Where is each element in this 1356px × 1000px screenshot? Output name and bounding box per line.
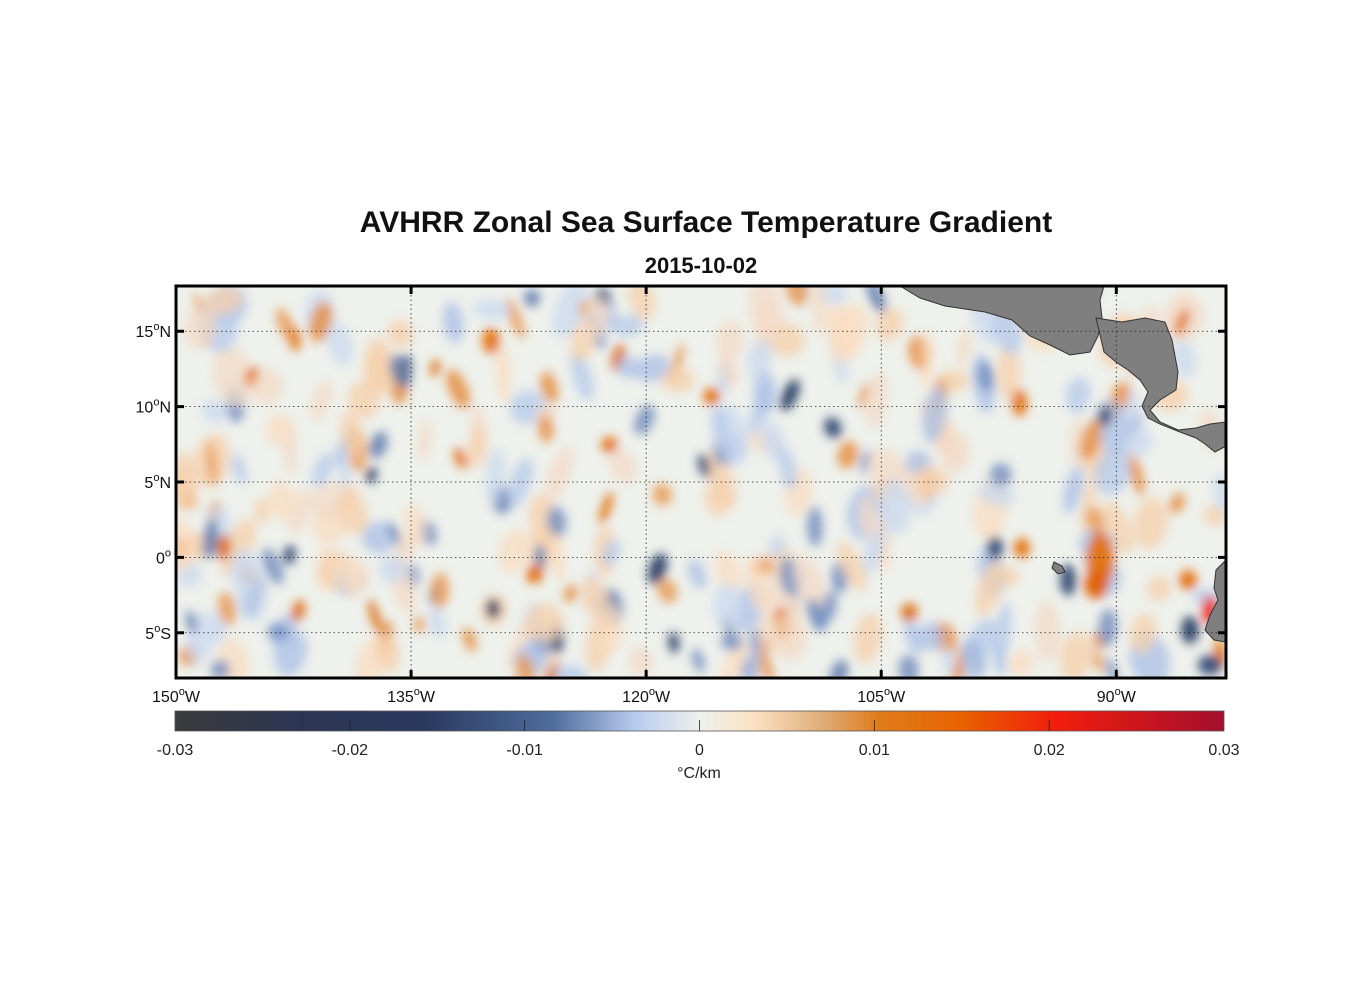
lat-tick-label: 10oN [136,397,171,417]
colorbar-unit-label: °C/km [677,765,721,782]
map-title: AVHRR Zonal Sea Surface Temperature Grad… [359,206,1053,239]
central-america-land [899,286,1105,356]
colorbar-tick-label: 0.03 [1208,742,1239,759]
lon-tick-label: 105oW [857,686,906,706]
lon-tick-label: 120oW [622,686,671,706]
colorbar-tick-label: 0.02 [1034,742,1065,759]
map-ticks: 150oW 135oW 120oW 105oW 90oW 15oN 10oN 5oN 0o 5oS [136,285,1227,706]
lon-tick-label: 135oW [387,686,436,706]
colorbar-tick-label: -0.02 [332,742,369,759]
galapagos-island [1051,561,1066,575]
lat-tick-label: 5oS [145,623,171,643]
lat-tick-label: 0o [156,547,171,567]
map-subtitle: 2015-10-02 [644,253,758,278]
colorbar-tick-label: 0.01 [859,742,890,759]
lon-tick-label: 90oW [1097,686,1137,706]
colorbar-ticks: -0.03 -0.02 -0.01 0 0.01 0.02 0.03 [157,720,1240,759]
lat-tick-label: 5oN [144,472,171,492]
central-america-isthmus [1095,317,1226,453]
lon-tick-label: 150oW [152,686,201,706]
colorbar-tick-label: -0.01 [506,742,543,759]
lat-tick-label: 15oN [136,321,171,341]
colorbar-tick-label: 0 [695,742,704,759]
colorbar-tick-label: -0.03 [157,742,194,759]
south-america-coast [1204,559,1226,643]
